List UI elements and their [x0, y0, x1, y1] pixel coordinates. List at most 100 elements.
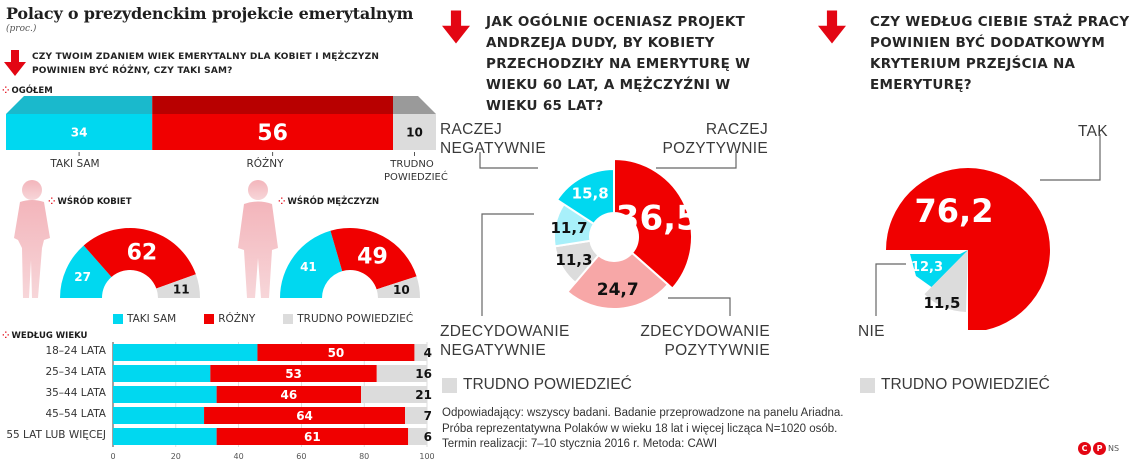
swatch-cyan [113, 314, 123, 324]
legend-text: TRUDNO POWIEDZIEĆ [881, 376, 1050, 393]
svg-text:40: 40 [234, 452, 244, 461]
label-text: NEGATYWNIE [440, 342, 547, 359]
label-text: NEGATYWNIE [440, 140, 547, 157]
credit: C P NS [1078, 442, 1119, 455]
men-label-text: Wśród mężczyzn [287, 197, 380, 207]
svg-text:100: 100 [419, 452, 434, 461]
svg-text:56: 56 [257, 121, 288, 146]
label-trudno: TRUDNO POWIEDZIEĆ [384, 159, 448, 183]
swatch-grey [442, 377, 457, 393]
question-1: Czy twoim zdaniem wiek emerytalny dla ko… [32, 52, 380, 76]
men-half-donut: 41 49 10 [280, 228, 420, 298]
svg-text:76,2: 76,2 [915, 192, 994, 230]
man-silhouette-icon [238, 180, 278, 298]
svg-text:4: 4 [424, 346, 432, 360]
legend-panel2: TRUDNO POWIEDZIEĆ [442, 376, 632, 394]
svg-text:7: 7 [424, 409, 432, 423]
age-stacked-bar-chart: 0 20 40 60 80 100 50 4 53 16 46 21 64 7 61 6 [110, 342, 435, 461]
label-taki-sam: TAKI SAM [50, 158, 100, 170]
p-logo-icon: P [1093, 442, 1106, 455]
svg-text:49: 49 [357, 244, 388, 269]
label-text: ZDECYDOWANIE [440, 323, 570, 340]
down-arrow-icon [4, 50, 26, 76]
legend-text: TRUDNO POWIEDZIEĆ [297, 313, 414, 325]
legend-item-rozny: RÓŻNY [204, 313, 255, 325]
down-arrow-icon [818, 10, 846, 44]
svg-text:6: 6 [424, 430, 432, 444]
infographic-subtitle: (proc.) [6, 24, 37, 34]
svg-text:46: 46 [280, 388, 297, 402]
label-rozny: RÓŻNY [246, 158, 284, 170]
footer-line: Próba reprezentatywna Polaków w wieku 18… [442, 422, 838, 435]
label-text: POZYTYWNIE [664, 342, 770, 359]
svg-text:10: 10 [406, 125, 423, 139]
age-label: 55 LAT LUB WIĘCEJ [6, 429, 106, 441]
infographic-title: Polacy o prezydenckim projekcie emerytal… [6, 4, 414, 23]
seniority-radial-chart: 76,2 11,5 12,3 [875, 134, 1101, 330]
svg-text:15,8: 15,8 [572, 184, 609, 202]
label-zdecydowanie-pozytywnie: ZDECYDOWANIE POZYTYWNIE [620, 322, 770, 360]
dots-icon: ⁘ [2, 86, 9, 96]
svg-text:11,3: 11,3 [555, 251, 592, 269]
legend-text: RÓŻNY [218, 313, 256, 325]
svg-text:64: 64 [296, 409, 313, 423]
overall-stacked-bar: 34 56 10 [6, 96, 436, 156]
svg-text:24,7: 24,7 [597, 280, 639, 300]
age-label: 35–44 LATA [45, 387, 106, 399]
legend-item-taki-sam: TAKI SAM [113, 313, 176, 325]
legend-panel3: TRUDNO POWIEDZIEĆ [860, 376, 1050, 394]
svg-text:21: 21 [415, 388, 432, 402]
down-arrow-icon [442, 10, 470, 44]
label-text: RACZEJ [705, 121, 768, 138]
svg-text:11,5: 11,5 [923, 294, 960, 312]
svg-text:10: 10 [393, 283, 410, 297]
section-label-overall: ⁘ Ogółem [2, 86, 53, 96]
footer-line: Odpowiadający: wszyscy badani. Badanie p… [442, 407, 844, 419]
women-label-text: Wśród kobiet [57, 197, 132, 207]
label-text: ZDECYDOWANIE [640, 323, 770, 340]
svg-text:61: 61 [304, 430, 321, 444]
swatch-grey [283, 314, 294, 324]
women-half-donut: 27 62 11 [60, 228, 200, 298]
question-3: Czy według ciebie staż pracy powinien by… [870, 14, 1130, 93]
copyright-icon: C [1078, 442, 1091, 455]
dots-icon: ⁘ [48, 197, 55, 207]
section-label-age: ⁘ Według wieku [2, 331, 87, 341]
age-label: 18–24 LATA [45, 345, 106, 357]
svg-text:20: 20 [171, 452, 181, 461]
label-zdecydowanie-negatywnie: ZDECYDOWANIE NEGATYWNIE [440, 322, 570, 360]
age-label: 45–54 LATA [45, 408, 106, 420]
question-2: Jak ogólnie oceniasz projekt Andrzeja Du… [486, 14, 751, 114]
svg-text:16: 16 [415, 367, 432, 381]
svg-text:11: 11 [173, 282, 190, 296]
swatch-red [204, 314, 215, 324]
overall-label-text: Ogółem [11, 86, 53, 96]
evaluation-donut-chart: 36,5 24,7 11,3 11,7 15,8 [479, 152, 737, 316]
svg-text:11,7: 11,7 [551, 219, 588, 237]
label-raczej-pozytywnie: RACZEJ POZYTYWNIE [652, 120, 768, 158]
svg-text:80: 80 [359, 452, 369, 461]
dots-icon: ⁘ [2, 331, 9, 341]
svg-text:0: 0 [110, 452, 115, 461]
section-label-women: ⁘ Wśród kobiet [48, 197, 132, 207]
svg-text:53: 53 [285, 367, 302, 381]
label-text: POZYTYWNIE [662, 140, 768, 157]
section-label-men: ⁘ Wśród mężczyzn [278, 197, 379, 207]
svg-text:60: 60 [296, 452, 306, 461]
svg-text:12,3: 12,3 [911, 260, 943, 275]
svg-text:41: 41 [300, 260, 317, 274]
legend-text: TRUDNO POWIEDZIEĆ [463, 376, 632, 393]
swatch-grey [860, 377, 875, 393]
legend-text: TAKI SAM [127, 313, 177, 325]
age-label-text: Według wieku [11, 331, 88, 341]
svg-text:27: 27 [74, 270, 91, 284]
methodology-note: Odpowiadający: wszyscy badani. Badanie p… [442, 406, 843, 453]
label-nie: NIE [858, 323, 885, 340]
footer-line: Termin realizacji: 7–10 stycznia 2016 r.… [442, 438, 718, 450]
svg-text:50: 50 [328, 346, 345, 360]
svg-text:34: 34 [71, 125, 88, 139]
legend-item-trudno: TRUDNO POWIEDZIEĆ [283, 313, 413, 325]
woman-silhouette-icon [14, 180, 50, 298]
legend-panel1: TAKI SAM RÓŻNY TRUDNO POWIEDZIEĆ [113, 313, 413, 325]
svg-text:62: 62 [127, 240, 158, 265]
